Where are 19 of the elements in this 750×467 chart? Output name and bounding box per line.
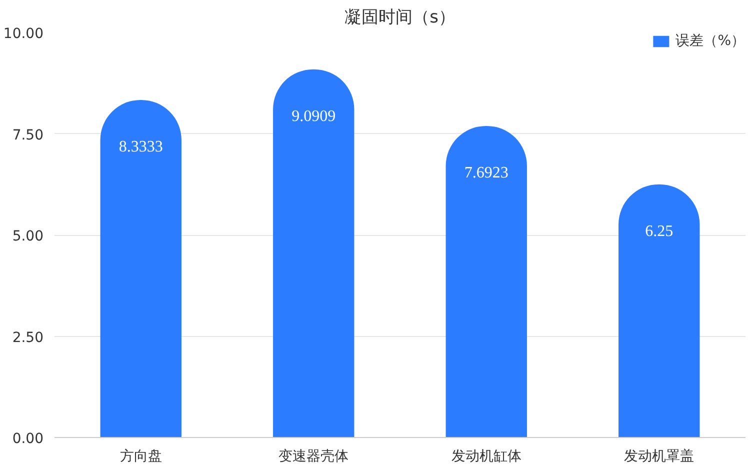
x-tick-label: 发动机缸体 (451, 448, 522, 464)
chart-title: 凝固时间（s） (344, 8, 456, 28)
y-tick-label: 7.50 (12, 127, 44, 144)
data-label: 8.3333 (118, 138, 163, 156)
x-tick-label: 发动机罩盖 (624, 448, 694, 464)
bar (618, 184, 700, 438)
x-tick-label: 变速器壳体 (278, 448, 349, 464)
y-tick-label: 2.50 (12, 330, 44, 346)
y-tick-label: 0.00 (12, 431, 44, 447)
data-label: 9.0909 (292, 108, 336, 125)
data-label: 6.25 (645, 222, 674, 240)
data-label: 7.6923 (464, 164, 508, 182)
bar (446, 126, 527, 438)
legend-label: 误差（%） (676, 32, 745, 50)
y-tick-label: 5.00 (12, 228, 44, 244)
y-tick-label: 10.00 (3, 26, 44, 42)
x-tick-label: 方向盘 (120, 448, 162, 464)
bar (100, 100, 182, 438)
bar (273, 69, 354, 438)
